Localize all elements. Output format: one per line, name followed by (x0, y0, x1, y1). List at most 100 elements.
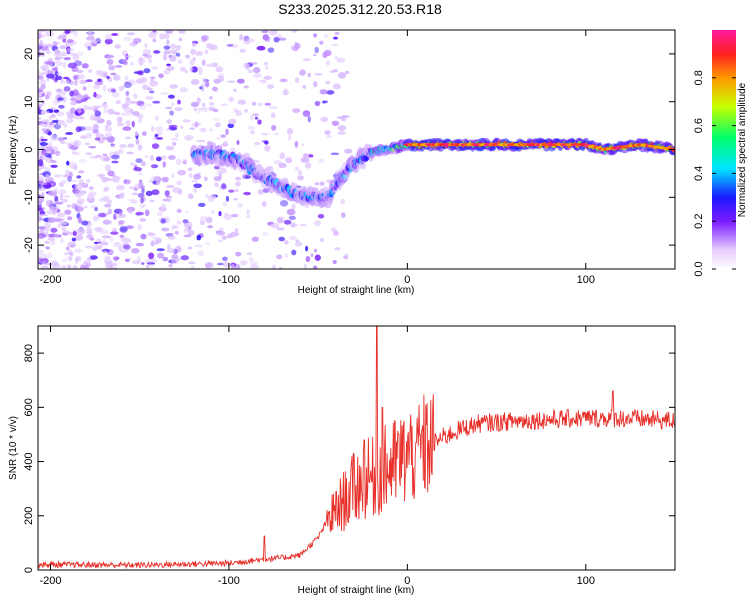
spectrogram-noise-cell (146, 262, 155, 265)
spectrogram-noise-cell (163, 34, 170, 39)
spectrogram-noise-cell (92, 123, 99, 131)
spectrogram-noise-cell (84, 142, 91, 146)
spectrogram-noise-cell (66, 47, 75, 52)
spectrogram-noise-cell (225, 195, 230, 202)
snr-y-tick-label: 0 (23, 567, 35, 573)
spectrogram-noise-cell (166, 244, 171, 250)
spectrogram-noise-cell (132, 37, 142, 44)
spectrogram-noise-cell (42, 129, 47, 134)
spectrogram-noise-cell (135, 138, 140, 145)
spectrogram-noise-cell (111, 33, 119, 36)
spectrogram-noise-cell (74, 30, 78, 38)
spectrogram-noise-cell (288, 215, 296, 220)
spectrogram-noise-cell (54, 66, 58, 69)
spectrogram-noise-cell (65, 118, 74, 123)
spectrogram-noise-cell (190, 265, 195, 269)
spectrogram-noise-cell (144, 155, 149, 159)
spectrogram-noise-cell (56, 212, 66, 218)
spectrogram-noise-cell (150, 240, 155, 247)
spectrogram-noise-cell (71, 203, 77, 209)
spectrogram-noise-cell (201, 59, 206, 66)
spectrogram-noise-cell (79, 265, 86, 269)
spectrogram-noise-cell (205, 262, 214, 269)
spectrogram-noise-cell (287, 134, 292, 142)
snr-x-ticks: -200 -100 0 100 (39, 326, 595, 587)
spectrogram-noise-cell (78, 185, 83, 192)
spectrogram-noise-cell (56, 153, 60, 156)
spectrogram-noise-cell (174, 107, 183, 112)
spectrogram-noise-cell (40, 144, 46, 151)
spectrogram-noise-cell (144, 209, 150, 217)
spectrogram-noise-cell (207, 225, 214, 229)
spectrogram-noise-cell (79, 116, 85, 120)
spectrogram-noise-cell (86, 234, 94, 240)
spectrogram-noise-cell (73, 248, 83, 253)
spectrogram-noise-cell (127, 79, 136, 86)
spectrogram-noise-cell (246, 125, 256, 130)
spectrogram-noise-cell (38, 103, 43, 108)
spectrogram-y-tick-label: 10 (23, 96, 35, 108)
spectrogram-noise-cell (70, 244, 75, 248)
spectrogram-noise-cell (187, 246, 193, 250)
spectrogram-noise-cell (326, 60, 330, 66)
spectrogram-noise-cell (247, 69, 254, 74)
spectrogram-noise-cell (141, 131, 147, 136)
spectrogram-noise-cell (130, 199, 138, 204)
spectrogram-noise-cell (242, 174, 246, 180)
snr-y-tick-label: 800 (23, 344, 35, 362)
spectrogram-noise-cell (260, 79, 268, 84)
spectrogram-noise-cell (119, 250, 129, 253)
spectrogram-noise-cell (278, 236, 286, 242)
spectrogram-noise-cell (92, 244, 100, 251)
spectrogram-noise-cell (98, 157, 104, 160)
spectrogram-noise-cell (75, 234, 84, 241)
spectrogram-noise-cell (46, 252, 53, 259)
spectrogram-noise-cell (334, 247, 341, 251)
spectrogram-noise-cell (261, 30, 269, 34)
spectrogram-noise-cell (162, 161, 166, 168)
spectrogram-noise-cell (337, 125, 347, 131)
snr-x-label: Height of straight line (km) (298, 585, 415, 596)
spectrogram-noise-cell (333, 69, 339, 73)
spectrogram-noise-cell (94, 207, 98, 212)
colorbar-gradient (712, 30, 736, 269)
spectrogram-noise-cell (39, 214, 48, 217)
spectrogram-noise-cell (235, 228, 239, 233)
spectrogram-noise-cell (149, 155, 154, 161)
spectrogram-noise-cell (204, 49, 209, 55)
snr-series-line (38, 326, 675, 570)
spectrogram-noise-cell (220, 103, 228, 106)
spectrogram-noise-cell (276, 227, 285, 231)
spectrogram-noise-cell (122, 126, 132, 131)
spectrogram-noise-cell (141, 188, 145, 194)
spectrogram-noise-cell (228, 96, 234, 102)
spectrogram-noise-cell (67, 143, 73, 150)
spectrogram-noise-cell (185, 210, 189, 214)
spectrogram-noise-cell (333, 36, 338, 40)
spectrogram-noise-cell (156, 248, 165, 252)
spectrogram-noise-cell (317, 213, 325, 219)
spectrogram-noise-cell (257, 189, 264, 195)
spectrogram-noise-cell (147, 231, 154, 237)
snr-x-tick-label: 100 (577, 575, 595, 587)
spectrogram-noise-cell (38, 207, 44, 212)
spectrogram-noise-cell (120, 237, 129, 243)
spectrogram-noise-cell (190, 79, 200, 85)
spectrogram-noise-cell (67, 62, 77, 69)
spectrogram-noise-cell (216, 231, 226, 237)
spectrogram-noise-cell (184, 69, 188, 74)
spectrogram-y-label: Frequency (Hz) (8, 116, 19, 185)
spectrogram-noise-cell (201, 35, 209, 41)
spectrogram-noise-cell (182, 158, 188, 163)
spectrogram-noise-cell (149, 199, 155, 203)
spectrogram-noise-cell (137, 70, 144, 76)
spectrogram-noise-cell (160, 218, 166, 224)
spectrogram-noise-cell (236, 140, 240, 145)
spectrogram-noise-cell (336, 116, 346, 119)
spectrogram-noise-cell (292, 30, 297, 33)
spectrogram-noise-cell (78, 158, 88, 164)
spectrogram-noise-cell (91, 43, 97, 46)
spectrogram-noise-cell (44, 61, 54, 65)
spectrogram-noise-cell (199, 127, 207, 133)
